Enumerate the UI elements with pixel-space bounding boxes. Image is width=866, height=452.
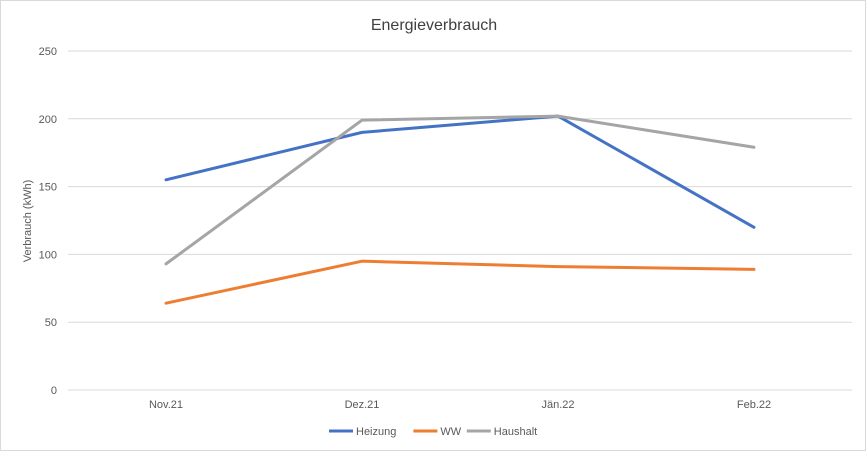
gridlines — [68, 50, 852, 391]
series-lines — [164, 114, 756, 305]
legend: Heizung WW Haushalt — [329, 426, 537, 438]
x-tick-label: Feb.22 — [737, 399, 771, 411]
legend-item: Haushalt — [466, 426, 537, 438]
legend-label: WW — [440, 426, 461, 438]
x-tick-label: Nov.21 — [149, 399, 183, 411]
legend-item: WW — [413, 426, 462, 438]
y-axis-label: Verbrauch (kWh) — [22, 180, 34, 263]
legend-item: Heizung — [329, 426, 396, 438]
x-tick-label: Jän.22 — [541, 399, 574, 411]
y-tick-labels: 0 50 100 150 200 250 — [39, 46, 57, 397]
series-line-ww — [164, 259, 756, 305]
x-tick-labels: Nov.21 Dez.21 Jän.22 Feb.22 — [149, 399, 771, 411]
legend-label: Heizung — [356, 426, 396, 438]
y-tick-label: 150 — [39, 182, 57, 194]
y-tick-label: 0 — [51, 385, 57, 397]
legend-label: Haushalt — [494, 426, 537, 438]
y-tick-label: 200 — [39, 114, 57, 126]
series-line-haushalt — [164, 114, 756, 266]
y-tick-label: 100 — [39, 249, 57, 261]
x-tick-label: Dez.21 — [345, 399, 380, 411]
y-tick-label: 250 — [39, 46, 57, 58]
y-tick-label: 50 — [45, 317, 57, 329]
series-line-heizung — [164, 114, 756, 229]
chart-title: Energieverbrauch — [371, 17, 497, 34]
